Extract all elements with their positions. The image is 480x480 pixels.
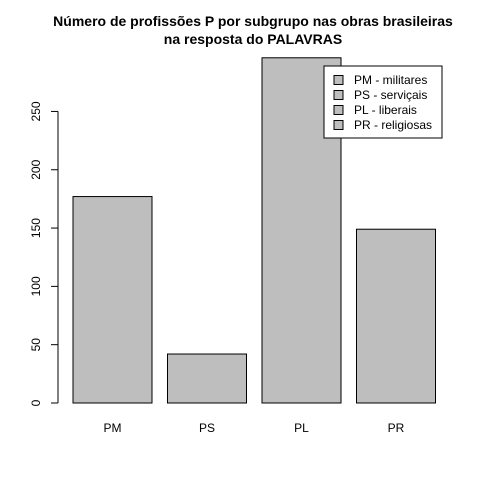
- bars-layer: [72, 57, 436, 404]
- legend-box: [323, 65, 443, 139]
- y-tick-label-250: 250: [29, 101, 43, 121]
- bar-ps: [167, 353, 247, 404]
- bar-pm: [72, 196, 153, 404]
- x-tick-label-pr: PR: [388, 421, 405, 435]
- x-tick-label-pm: PM: [104, 421, 122, 435]
- bar-pr: [356, 228, 436, 404]
- y-tick-label-50: 50: [29, 338, 43, 352]
- x-tick-label-ps: PS: [199, 421, 215, 435]
- x-axis-labels: PM PS PL PR: [104, 421, 405, 435]
- legend-entry-pm: PM - militares: [354, 73, 427, 87]
- legend-entry-pl: PL - liberais: [354, 103, 417, 117]
- y-tick-label-100: 100: [29, 276, 43, 296]
- legend-entry-pr: PR - religiosas: [354, 118, 432, 132]
- y-tick-label-0: 0: [29, 399, 43, 406]
- y-tick-label-200: 200: [29, 159, 43, 179]
- legend-entry-ps: PS - serviçais: [354, 88, 427, 102]
- x-tick-label-pl: PL: [294, 421, 309, 435]
- chart-title-line-2: na resposta do PALAVRAS: [164, 31, 342, 47]
- legend-swatch-pm: [333, 75, 344, 85]
- legend-swatch-ps: [333, 90, 344, 100]
- chart-title-line-1: Número de profissões P por subgrupo nas …: [53, 13, 453, 29]
- legend-swatch-pr: [333, 120, 344, 130]
- y-axis: 0 50 100 150 200 250: [29, 101, 59, 406]
- y-tick-label-150: 150: [29, 218, 43, 238]
- legend-swatch-pl: [333, 105, 344, 115]
